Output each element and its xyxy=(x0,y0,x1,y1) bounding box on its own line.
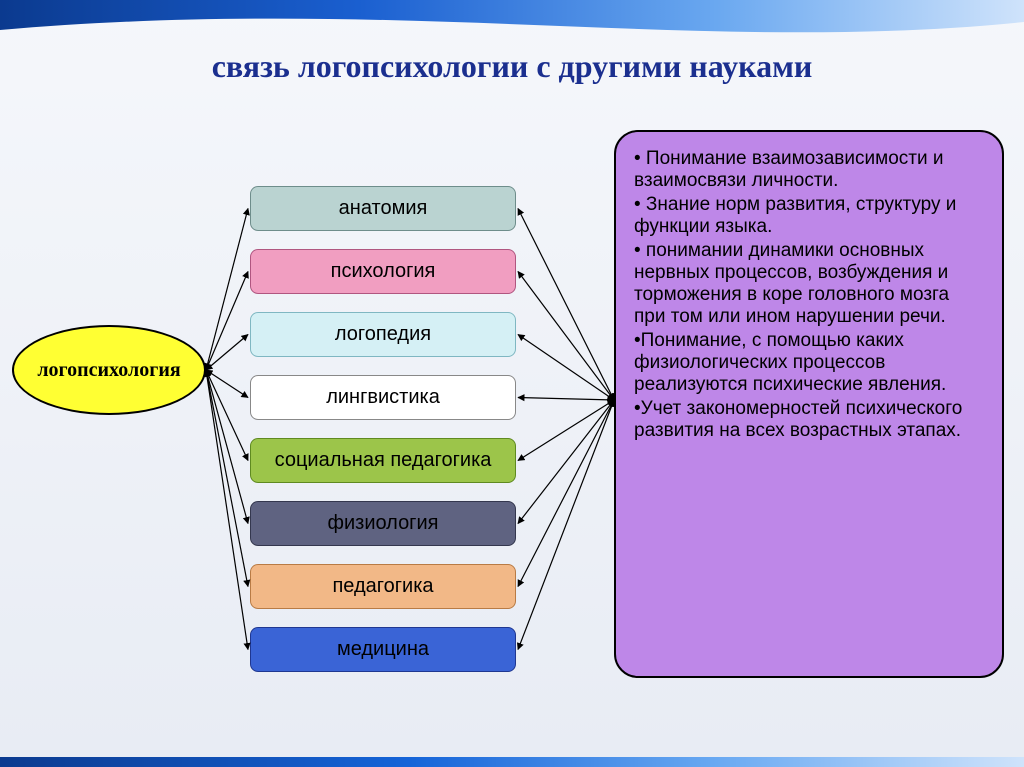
discipline-физиология: физиология xyxy=(250,501,516,546)
discipline-педагогика: педагогика xyxy=(250,564,516,609)
discipline-label: социальная педагогика xyxy=(275,449,492,472)
discipline-label: физиология xyxy=(328,512,439,535)
discipline-label: психология xyxy=(331,260,436,283)
description-bullet: •Учет закономерностей психического разви… xyxy=(634,398,984,442)
discipline-социальная-педагогика: социальная педагогика xyxy=(250,438,516,483)
description-bullets: • Понимание взаимозависимости и взаимосв… xyxy=(634,148,984,442)
bottom-accent-bar xyxy=(0,757,1024,767)
description-bullet: • Знание норм развития, структуру и функ… xyxy=(634,194,984,238)
central-node-logopsychology: логопсихология xyxy=(12,325,206,415)
discipline-медицина: медицина xyxy=(250,627,516,672)
page-title: связь логопсихологии с другими науками xyxy=(0,48,1024,85)
discipline-label: лингвистика xyxy=(326,386,440,409)
description-bullet: •Понимание, с помощью каких физиологичес… xyxy=(634,330,984,396)
discipline-label: анатомия xyxy=(339,197,428,220)
description-panel: • Понимание взаимозависимости и взаимосв… xyxy=(614,130,1004,678)
discipline-label: медицина xyxy=(337,638,429,661)
discipline-логопедия: логопедия xyxy=(250,312,516,357)
discipline-label: логопедия xyxy=(335,323,431,346)
central-node-label: логопсихология xyxy=(37,359,180,382)
discipline-лингвистика: лингвистика xyxy=(250,375,516,420)
description-bullet: • понимании динамики основных нервных пр… xyxy=(634,240,984,328)
description-bullet: • Понимание взаимозависимости и взаимосв… xyxy=(634,148,984,192)
discipline-label: педагогика xyxy=(332,575,433,598)
discipline-психология: психология xyxy=(250,249,516,294)
discipline-анатомия: анатомия xyxy=(250,186,516,231)
